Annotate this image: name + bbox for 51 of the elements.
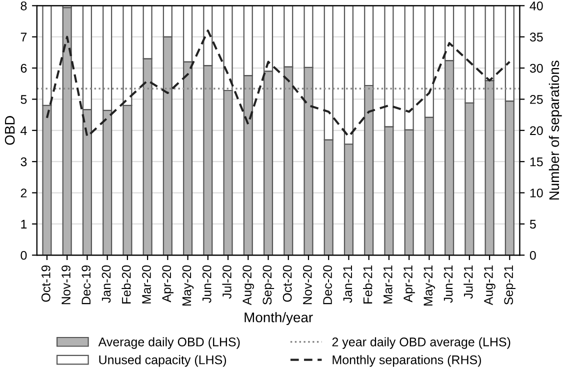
y-tick-label: 5: [20, 95, 27, 104]
y-tick-label: 8: [20, 1, 27, 10]
bar: [62, 6, 72, 256]
y-tick-label: 0: [20, 250, 27, 260]
x-tick-label: Oct-19: [41, 265, 50, 302]
x-tick-label: Nov-19: [62, 265, 70, 304]
legend-label: Monthly separations (RHS): [332, 355, 482, 367]
x-tick-label: Jul-21: [464, 265, 473, 299]
x-tick-label: Jan-20: [102, 265, 111, 303]
line-series: [46, 30, 511, 138]
x-tick-label: May-21: [424, 265, 436, 306]
x-tick-label: Mar-20: [142, 265, 151, 304]
legend-label: Unused capacity (LHS): [99, 355, 226, 367]
y-tick-label: 2: [20, 188, 27, 198]
x-tick-label: Jun-20: [202, 265, 212, 303]
x-tick-label: Dec-20: [323, 265, 332, 304]
y2-tick-label: 5: [530, 220, 536, 229]
y-axis-title: OBD: [4, 116, 15, 145]
x-tick-label: Jul-20: [222, 265, 232, 299]
y-tick-label: 3: [20, 157, 27, 166]
x-tick-label: Oct-20: [282, 265, 292, 302]
x-tick-label: Aug-20: [242, 265, 254, 306]
x-tick-label: Sep-20: [262, 265, 274, 305]
y2-tick-label: 40: [530, 1, 543, 10]
y-tick-label: 4: [20, 126, 27, 135]
y2-tick-label: 0: [530, 250, 536, 260]
legend-label: Average daily OBD (LHS): [98, 337, 240, 349]
y2-axis-title: Number of separations: [548, 60, 562, 200]
y-tick-label: 7: [20, 32, 27, 42]
y2-tick-label: 35: [530, 32, 543, 42]
x-tick-label: Apr-21: [404, 265, 415, 302]
x-tick-label: Sep-21: [504, 265, 516, 305]
y-tick-label: 6: [20, 64, 27, 73]
y2-tick-label: 10: [530, 188, 543, 198]
x-tick-label: Feb-20: [122, 265, 131, 304]
x-tick-label: Jan-21: [343, 265, 352, 303]
x-tick-label: May-20: [182, 265, 194, 306]
x-axis-title: Month/year: [244, 312, 313, 326]
x-tick-label: Dec-19: [82, 265, 91, 304]
x-tick-label: Aug-21: [484, 265, 496, 306]
y2-tick-label: 25: [530, 95, 543, 104]
x-tick-label: Apr-20: [162, 265, 174, 302]
x-tick-label: Nov-20: [303, 265, 312, 304]
legend-label: 2 year daily OBD average (LHS): [332, 337, 510, 349]
y-tick-label: 1: [21, 220, 27, 228]
y2-tick-label: 30: [530, 64, 543, 73]
x-tick-label: Mar-21: [383, 265, 392, 304]
x-tick-label: Jun-21: [444, 265, 453, 303]
y2-tick-label: 15: [530, 158, 543, 166]
y2-tick-label: 20: [530, 126, 543, 136]
x-tick-label: Feb-21: [363, 265, 372, 304]
